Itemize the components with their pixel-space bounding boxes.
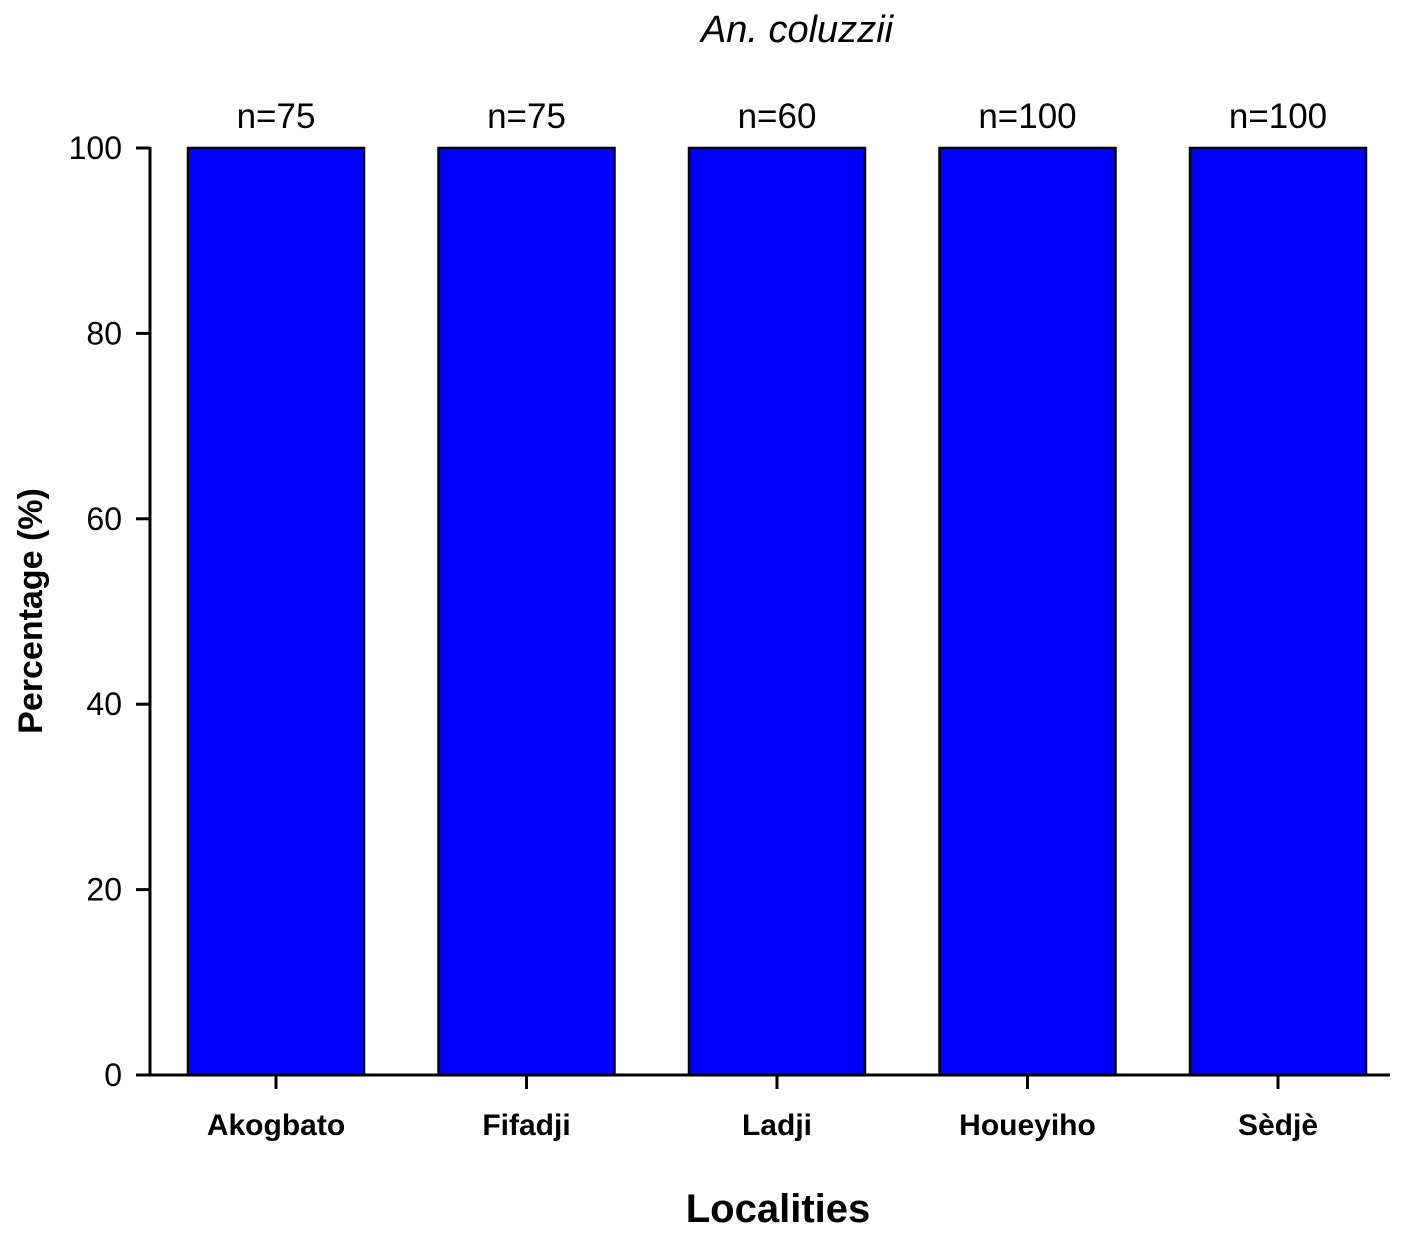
- x-axis-title: Localities: [686, 1187, 871, 1231]
- bar-3: [938, 146, 1117, 1077]
- bar-1: [437, 146, 616, 1077]
- y-axis-title: Percentage (%): [12, 488, 50, 734]
- bar-4: [1188, 146, 1368, 1077]
- y-tick-label-2: 40: [86, 686, 122, 722]
- bar-annotation-4: n=100: [1229, 97, 1327, 136]
- y-tick-label-3: 60: [86, 501, 122, 537]
- y-tick-label-0: 0: [104, 1057, 122, 1093]
- bars-group: [186, 146, 1368, 1077]
- x-tick-label-0: Akogbato: [207, 1109, 345, 1142]
- axes-group: [136, 146, 1390, 1089]
- x-tick-label-2: Ladji: [742, 1109, 812, 1142]
- bar-annotation-2: n=60: [738, 97, 817, 136]
- bar-2: [687, 146, 867, 1077]
- y-tick-label-5: 100: [69, 130, 122, 166]
- x-tick-label-1: Fifadji: [482, 1109, 570, 1142]
- labels-group: Akogbato n=75 Fifadji n=75 Ladji n=60 Houeyiho…: [69, 97, 1328, 1142]
- chart-title: An. coluzzii: [699, 9, 895, 51]
- y-tick-label-4: 80: [86, 315, 122, 351]
- bar-annotation-0: n=75: [237, 97, 316, 136]
- x-tick-label-4: Sèdjè: [1238, 1109, 1318, 1142]
- x-tick-label-3: Houeyiho: [959, 1109, 1096, 1142]
- bar-annotation-1: n=75: [487, 97, 566, 136]
- bar-0: [186, 146, 366, 1077]
- y-tick-label-1: 20: [86, 872, 122, 908]
- bar-annotation-3: n=100: [978, 97, 1076, 136]
